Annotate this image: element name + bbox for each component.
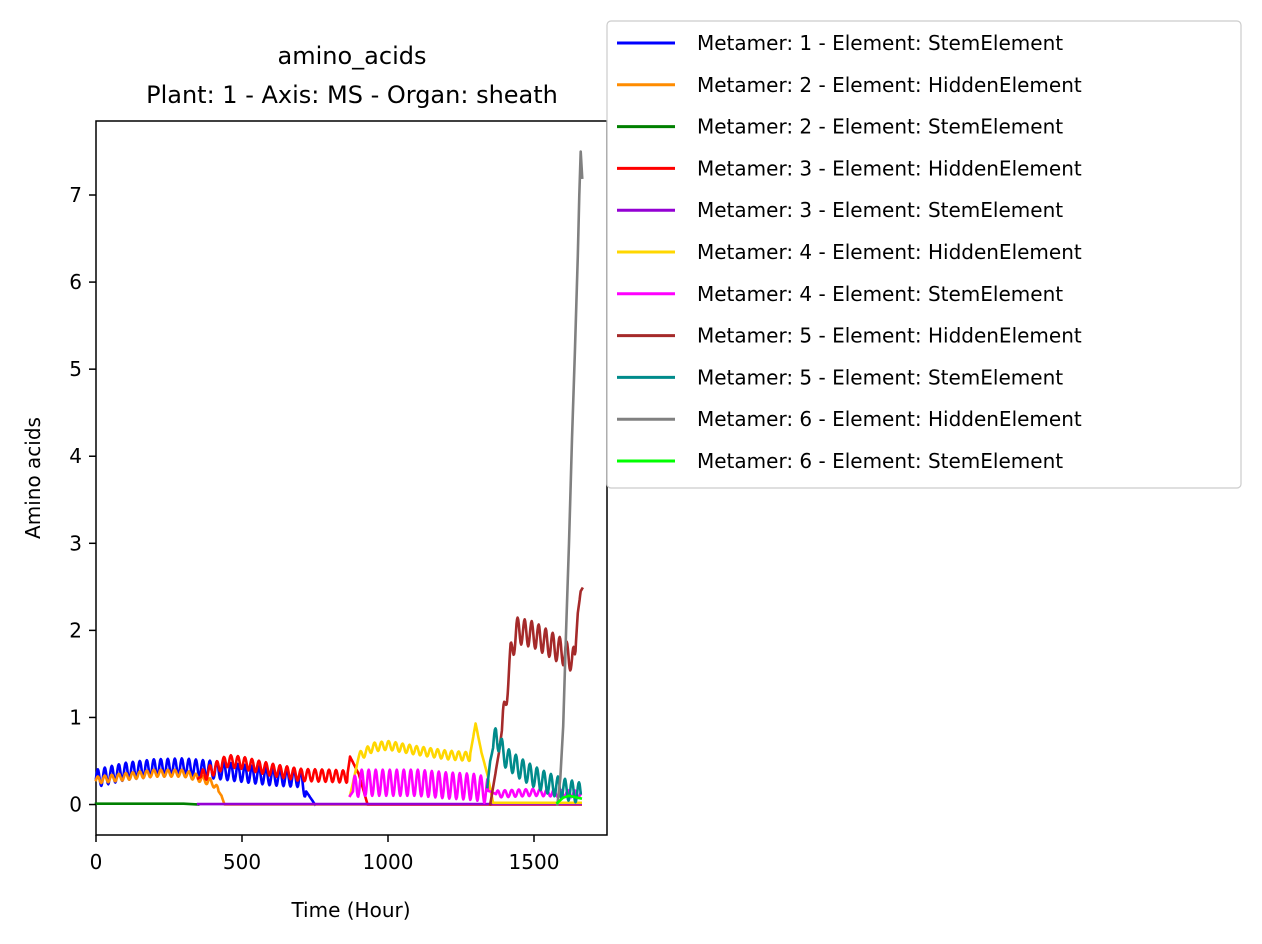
- y-tick-label: 2: [69, 618, 82, 642]
- y-tick-label: 6: [69, 270, 82, 294]
- y-tick-label: 3: [69, 531, 82, 555]
- legend-entry-label: Metamer: 6 - Element: HiddenElement: [697, 407, 1082, 431]
- y-tick-label: 4: [69, 444, 82, 468]
- series-line-8: [488, 586, 584, 807]
- x-tick-label: 1000: [363, 850, 414, 874]
- series-line-3: [94, 802, 200, 806]
- legend-entry-label: Metamer: 4 - Element: HiddenElement: [697, 240, 1082, 264]
- legend: Metamer: 1 - Element: StemElement Metamer…: [606, 20, 1242, 489]
- legend-entry-label: Metamer: 3 - Element: HiddenElement: [697, 156, 1082, 180]
- legend-entry-label: Metamer: 4 - Element: StemElement: [697, 282, 1063, 306]
- series-line-7: [348, 768, 583, 805]
- legend-entry-label: Metamer: 5 - Element: HiddenElement: [697, 324, 1082, 348]
- legend-entry-label: Metamer: 6 - Element: StemElement: [697, 449, 1063, 473]
- legend-entry-label: Metamer: 3 - Element: StemElement: [697, 198, 1063, 222]
- legend-entry-label: Metamer: 5 - Element: StemElement: [697, 365, 1063, 389]
- y-axis-ticks: 0 1 2 3 4 5 6 7: [69, 183, 96, 817]
- series-line-11: [555, 794, 583, 805]
- y-tick-label: 7: [69, 183, 82, 207]
- legend-entry-label: Metamer: 1 - Element: StemElement: [697, 31, 1063, 55]
- series-line-10: [555, 150, 584, 806]
- legend-entry-label: Metamer: 2 - Element: HiddenElement: [697, 73, 1082, 97]
- series-line-9: [485, 727, 583, 804]
- chart-title: amino_acids: [278, 42, 427, 70]
- series-lines: [94, 150, 584, 807]
- legend-box: [606, 20, 1242, 489]
- x-tick-label: 500: [223, 850, 261, 874]
- y-tick-label: 0: [69, 793, 82, 817]
- chart-subtitle: Plant: 1 - Axis: MS - Organ: sheath: [146, 81, 558, 109]
- y-tick-label: 1: [69, 705, 82, 729]
- series-line-6: [348, 722, 583, 805]
- y-tick-label: 5: [69, 357, 82, 381]
- x-tick-label: 0: [90, 850, 103, 874]
- x-axis-ticks: 0 500 1000 1500: [90, 835, 560, 874]
- x-axis-label: Time (Hour): [290, 898, 410, 922]
- y-axis-label: Amino acids: [21, 417, 45, 539]
- x-tick-label: 1500: [509, 850, 560, 874]
- legend-entry-label: Metamer: 2 - Element: StemElement: [697, 115, 1063, 139]
